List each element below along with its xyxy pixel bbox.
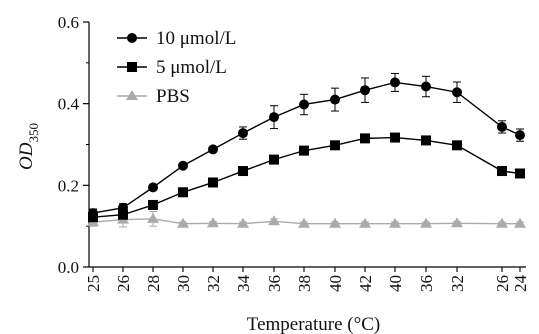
data-point xyxy=(451,217,463,228)
x-tick-label: 32 xyxy=(204,275,223,292)
data-point xyxy=(118,209,128,220)
data-point xyxy=(147,212,159,223)
data-point xyxy=(330,140,340,151)
data-point xyxy=(268,215,280,226)
data-point xyxy=(208,177,218,188)
x-tick-label: 30 xyxy=(174,275,193,292)
data-point xyxy=(118,202,128,213)
x-tick-label: 26 xyxy=(114,275,133,292)
y-tick-label: 0.2 xyxy=(58,176,79,195)
legend-item: 10 μmol/L xyxy=(117,28,236,49)
data-point xyxy=(298,217,310,228)
y-axis-title-main: OD xyxy=(16,142,37,170)
x-tick-label: 42 xyxy=(356,275,375,292)
y-tick-label: 0.0 xyxy=(58,258,79,277)
x-axis-title: Temperature (°C) xyxy=(247,314,380,334)
data-point xyxy=(389,217,401,228)
series-square xyxy=(88,132,525,223)
data-point xyxy=(515,130,525,141)
data-point xyxy=(360,133,370,144)
data-point xyxy=(452,140,462,151)
y-tick-label: 0.4 xyxy=(58,95,80,114)
data-point xyxy=(299,145,309,156)
data-point xyxy=(496,217,508,228)
data-point xyxy=(329,217,341,228)
legend: 10 μmol/L 5 μmol/L PBS xyxy=(117,28,236,107)
legend-item: PBS xyxy=(117,86,190,107)
y-tick-label: 0.6 xyxy=(58,13,79,32)
legend-label: 10 μmol/L xyxy=(156,28,236,49)
legend-marker xyxy=(126,90,138,100)
data-point xyxy=(452,87,462,98)
x-tick-label: 38 xyxy=(295,275,314,292)
data-point xyxy=(178,187,188,198)
data-point xyxy=(238,128,248,139)
series-triangle xyxy=(87,210,526,228)
data-point xyxy=(177,217,189,228)
data-point xyxy=(148,182,158,193)
legend-item: 5 μmol/L xyxy=(117,57,227,78)
data-point xyxy=(359,217,371,228)
x-tick-label: 28 xyxy=(144,275,163,292)
data-point xyxy=(208,144,218,155)
y-axis-title: OD350 xyxy=(16,123,41,170)
data-point xyxy=(515,168,525,179)
data-point xyxy=(421,81,431,92)
data-point xyxy=(360,85,370,96)
data-point xyxy=(269,112,279,123)
data-point xyxy=(420,217,432,228)
x-tick-label: 34 xyxy=(234,275,253,293)
data-point xyxy=(148,199,158,210)
x-tick-label: 36 xyxy=(417,275,436,292)
data-point xyxy=(207,217,219,228)
data-point xyxy=(497,166,507,177)
x-tick-label: 40 xyxy=(326,275,345,292)
series-layer xyxy=(87,72,526,228)
legend-marker xyxy=(127,33,137,43)
axes: 0.0 0.2 0.4 0.6 25 26 28 30 32 34 36 38 40 42 40 36 32 26… xyxy=(58,13,530,292)
data-point xyxy=(330,94,340,105)
data-point xyxy=(390,132,400,143)
data-point xyxy=(497,121,507,132)
x-tick-label: 40 xyxy=(386,275,405,292)
data-point xyxy=(88,208,98,219)
data-point xyxy=(269,154,279,165)
y-axis-title-subscript: 350 xyxy=(26,123,41,143)
data-point xyxy=(514,217,526,228)
legend-label: PBS xyxy=(156,86,190,107)
data-point xyxy=(390,77,400,88)
data-point xyxy=(299,99,309,110)
legend-label: 5 μmol/L xyxy=(156,57,227,78)
data-point xyxy=(238,166,248,177)
x-tick-label: 26 xyxy=(493,275,512,292)
data-point xyxy=(421,135,431,146)
data-point xyxy=(237,217,249,228)
data-point xyxy=(178,160,188,171)
x-tick-label: 36 xyxy=(265,275,284,292)
x-tick-label: 24 xyxy=(511,275,530,293)
x-tick-label: 32 xyxy=(448,275,467,292)
legend-marker xyxy=(127,62,137,72)
x-tick-label: 25 xyxy=(84,275,103,292)
series-circle xyxy=(88,72,525,219)
